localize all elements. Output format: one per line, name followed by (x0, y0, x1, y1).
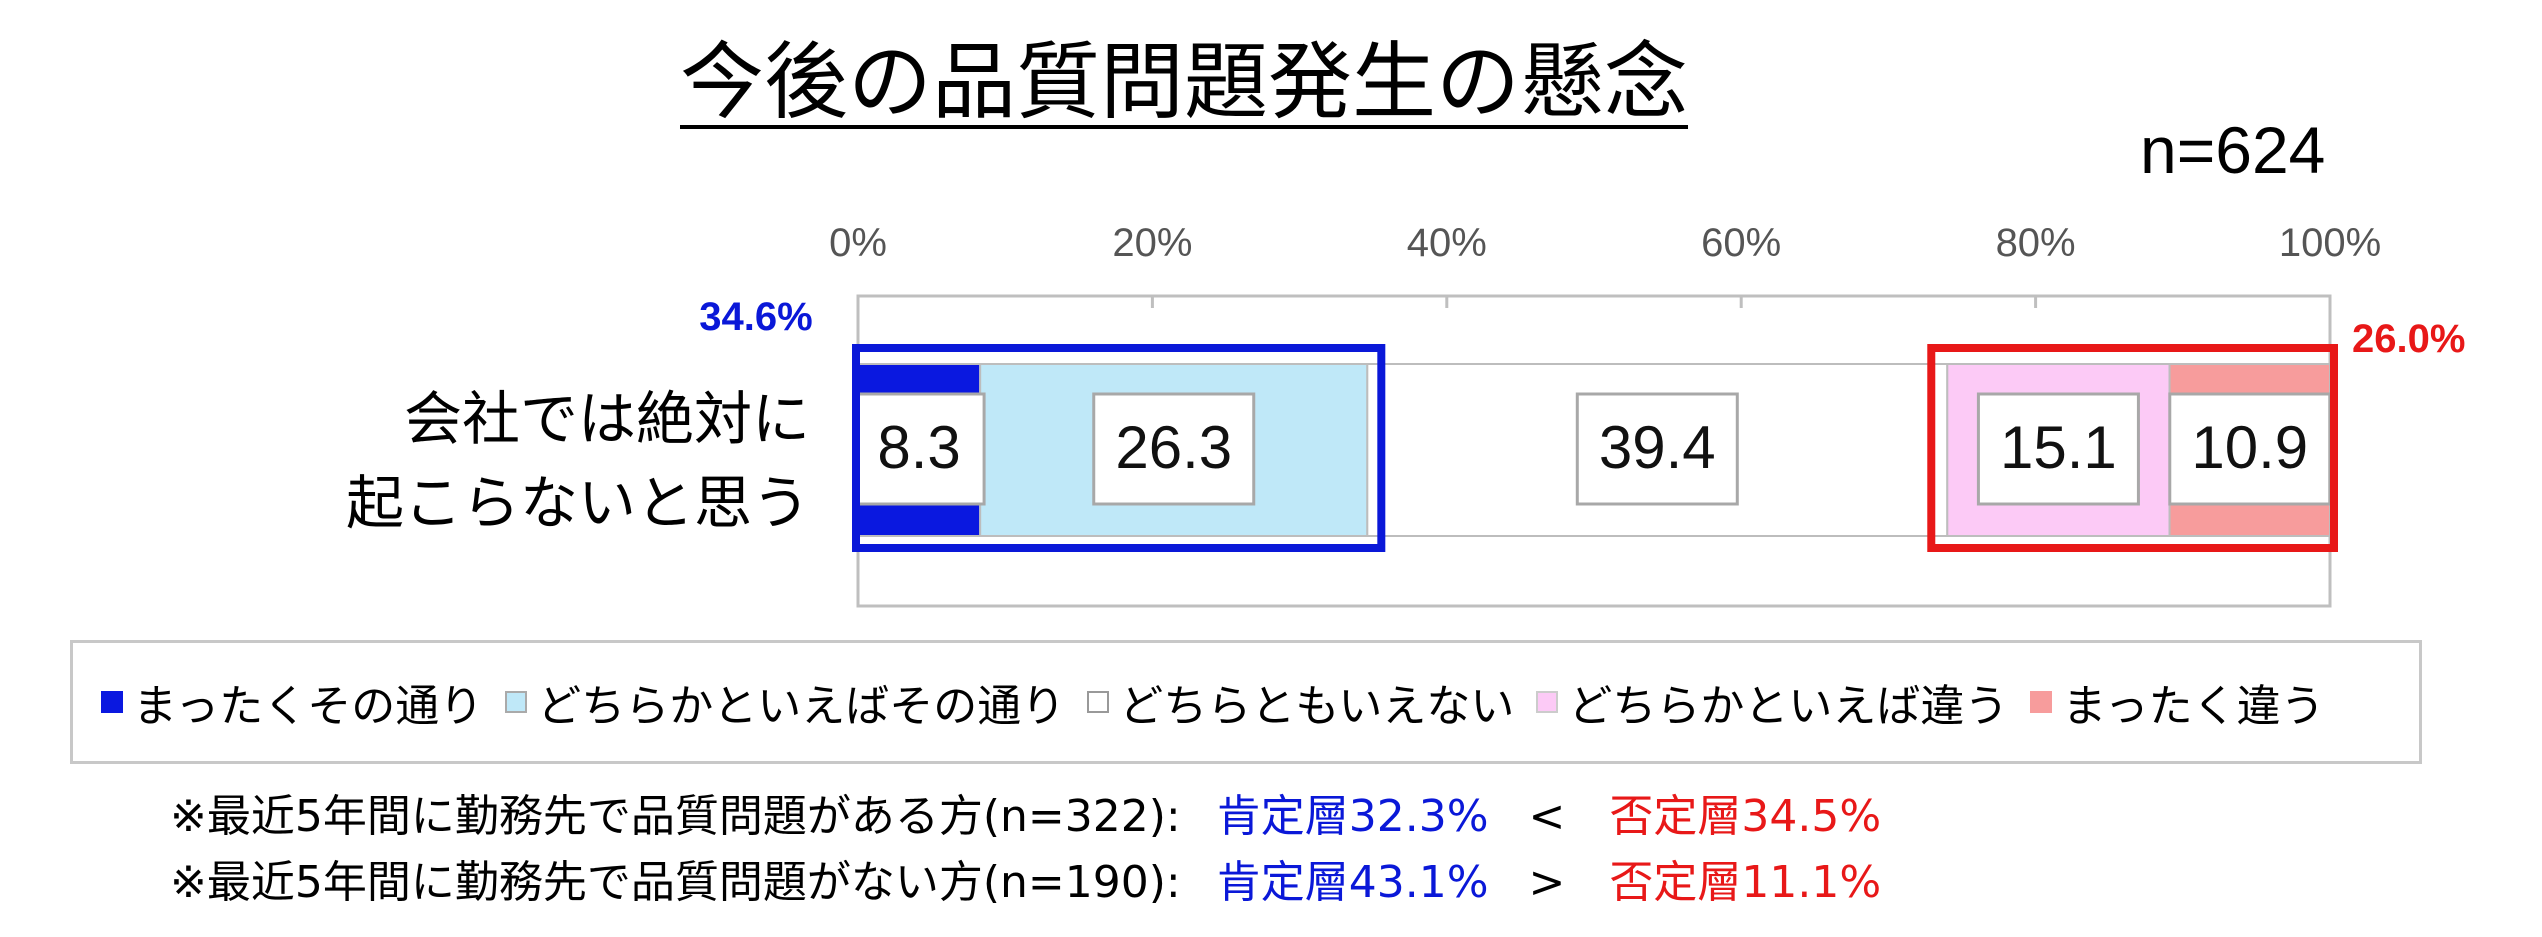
data-label-box (1575, 392, 1739, 506)
legend-label: どちらかといえばその通り (537, 681, 1066, 732)
x-tick-label: 40% (1407, 221, 1487, 265)
category-label-line-2: 起こらないと思う (345, 469, 810, 537)
group-boxes: 34.6% 26.0% (699, 295, 2465, 552)
data-label: 26.3 (1115, 414, 1232, 481)
legend-label: まったくその通り (133, 681, 484, 732)
data-label-box (1092, 392, 1256, 506)
legend-label: どちらかといえば違う (1568, 681, 2009, 732)
legend-item: どちらともいえない (1087, 670, 1514, 734)
legend-label: どちらともいえない (1119, 681, 1515, 732)
data-label-box (1976, 392, 2140, 506)
data-label: 15.1 (2000, 414, 2117, 481)
legend-item: まったくその通り (101, 670, 483, 734)
legend-swatch (2030, 691, 2053, 713)
data-labels: 8.3 26.3 39.4 15.1 10.9 (852, 392, 2332, 506)
data-label: 39.4 (1599, 414, 1716, 481)
comparison-symbol: > (1528, 857, 1566, 908)
legend-swatch (1536, 691, 1559, 713)
legend-item: まったく違う (2030, 670, 2325, 734)
x-tick-label: 0% (829, 221, 887, 265)
chart-title: 今後の品質問題発生の懸念 (680, 33, 1689, 131)
x-tick-label: 100% (2279, 221, 2381, 265)
legend-item: どちらかといえばその通り (505, 670, 1065, 734)
x-tick-label: 80% (1996, 221, 2076, 265)
comparison-symbol: < (1528, 791, 1566, 842)
negative-group-box (1927, 344, 2339, 552)
x-tick-label: 20% (1112, 221, 1192, 265)
data-label: 10.9 (2191, 414, 2308, 481)
positive-group-box (852, 344, 1386, 552)
negative-share: 否定層11.1% (1609, 857, 1882, 908)
footnote-2: ※最近5年間に勤務先で品質問題がない方(n=190): 肯定層43.1% > 否定層1… (170, 846, 1881, 910)
legend: まったくその通り どちらかといえばその通り どちらともいえない どちらかといえば… (70, 640, 2422, 764)
x-axis-ticks: 0% 20% 40% 60% 80% 100% (829, 221, 2381, 308)
sample-size-label: n=624 (2140, 113, 2326, 187)
legend-swatch (101, 691, 123, 713)
footnote-text: ※最近5年間に勤務先で品質問題がない方(n=190): (170, 857, 1181, 908)
footnote-text: ※最近5年間に勤務先で品質問題がある方(n=322): (170, 791, 1181, 842)
positive-share: 肯定層43.1% (1216, 857, 1489, 908)
negative-total-label: 26.0% (2352, 317, 2465, 361)
category-label-line-1: 会社では絶対に (403, 385, 810, 453)
x-tick-label: 60% (1701, 221, 1781, 265)
footnote-1: ※最近5年間に勤務先で品質問題がある方(n=322): 肯定層32.3% < 否定層3… (170, 780, 1881, 844)
legend-swatch (1087, 691, 1110, 713)
positive-share: 肯定層32.3% (1216, 791, 1489, 842)
data-label: 8.3 (877, 414, 960, 481)
legend-label: まったく違う (2062, 681, 2325, 732)
positive-total-label: 34.6% (699, 295, 812, 339)
legend-item: どちらかといえば違う (1536, 670, 2008, 734)
data-label-box (2168, 392, 2332, 506)
legend-swatch (505, 691, 528, 713)
negative-share: 否定層34.5% (1609, 791, 1882, 842)
